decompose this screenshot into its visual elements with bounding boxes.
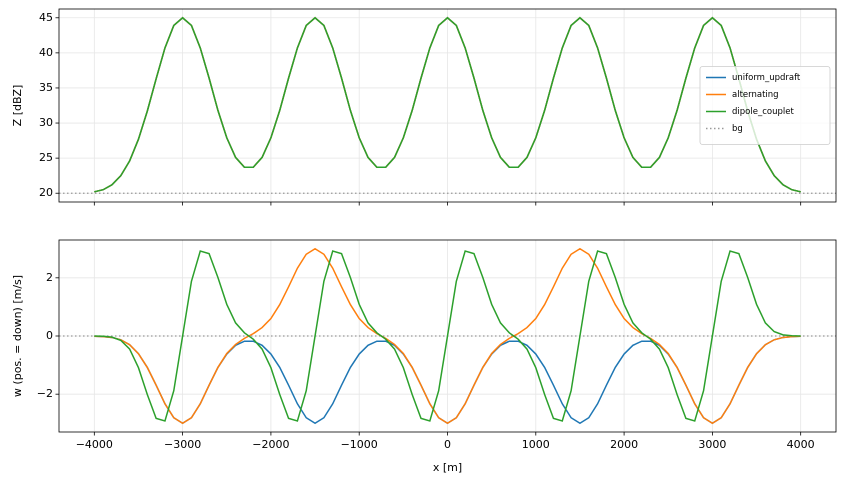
- y-tick-label: 40: [39, 46, 53, 59]
- y-tick-label: 30: [39, 116, 53, 129]
- y-axis-label: Z [dBZ]: [11, 85, 24, 127]
- legend-label: bg: [732, 124, 743, 134]
- y-tick-label: 20: [39, 186, 53, 199]
- y-tick-label: 45: [39, 11, 53, 24]
- y-tick-label: 35: [39, 81, 53, 94]
- x-axis-label: x [m]: [433, 461, 462, 474]
- y-tick-label: 2: [46, 271, 53, 284]
- axes-frame: [58, 8, 837, 203]
- x-tick-label: 0: [444, 438, 451, 451]
- legend-label: alternating: [732, 90, 779, 100]
- x-tick-label: 2000: [610, 438, 638, 451]
- data-line: [94, 247, 801, 425]
- y-tick-label: −2: [37, 387, 53, 400]
- x-tick-label: 3000: [698, 438, 726, 451]
- x-tick-label: −4000: [76, 438, 113, 451]
- x-tick-label: 4000: [787, 438, 815, 451]
- y-tick-label: 0: [46, 329, 53, 342]
- legend-box: [699, 66, 831, 145]
- x-tick-label: −3000: [164, 438, 201, 451]
- y-axis-label: w (pos. = down) [m/s]: [11, 275, 24, 397]
- axes-frame: [58, 239, 837, 433]
- data-line: [94, 250, 801, 422]
- y-tick-label: 25: [39, 151, 53, 164]
- legend-label: uniform_updraft: [732, 73, 801, 83]
- x-tick-label: −2000: [252, 438, 289, 451]
- legend-label: dipole_couplet: [732, 107, 794, 117]
- data-line: [94, 16, 801, 193]
- x-tick-label: 1000: [522, 438, 550, 451]
- x-tick-label: −1000: [341, 438, 378, 451]
